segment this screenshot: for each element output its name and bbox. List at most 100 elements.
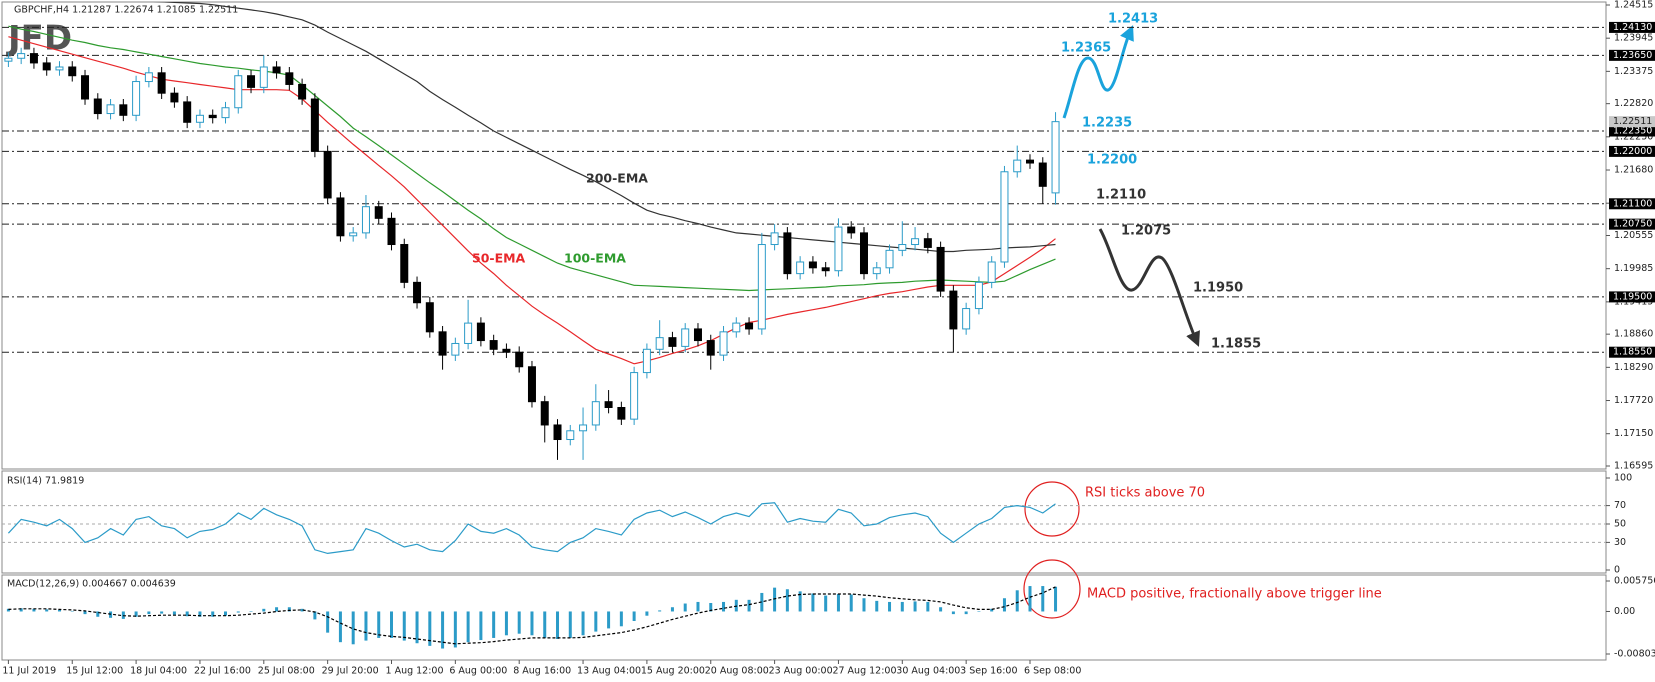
macd-bar <box>670 607 674 612</box>
candle-body <box>451 342 460 356</box>
level-label-box <box>1609 21 1655 33</box>
macd-bar <box>773 587 777 612</box>
macd-bar <box>6 608 10 612</box>
candle-body <box>1026 159 1034 164</box>
x-tick-label: 23 Aug 00:00 <box>769 666 833 677</box>
candle-body <box>476 322 485 342</box>
candle-body <box>719 331 728 356</box>
candle-body <box>808 261 817 269</box>
candle-body <box>285 72 294 85</box>
macd-bar <box>709 603 713 612</box>
candle-body <box>515 351 524 368</box>
y-tick-label: 1.16595 <box>1614 461 1653 472</box>
candle-body <box>936 246 945 292</box>
candle-body <box>872 267 881 275</box>
candle-body <box>847 226 856 234</box>
level-label: 1.23650 <box>1613 50 1652 61</box>
macd-bar <box>364 611 368 641</box>
macd-bar <box>466 611 470 643</box>
candle-body <box>540 401 549 426</box>
level-label-box <box>1609 291 1655 303</box>
macd-bar <box>19 608 23 612</box>
x-tick-label: 15 Jul 12:00 <box>66 666 123 677</box>
macd-bar <box>875 600 879 612</box>
macd-bar <box>1054 586 1058 612</box>
candle-body <box>55 66 64 71</box>
macd-bar <box>32 608 36 612</box>
macd-bar <box>696 601 700 612</box>
candle-body <box>859 232 868 275</box>
x-tick-label: 25 Jul 08:00 <box>258 666 315 677</box>
x-tick-label: 6 Aug 00:00 <box>449 666 507 677</box>
rsi-annotation: RSI ticks above 70 <box>1085 486 1205 501</box>
candle-body <box>617 407 626 420</box>
macd-bar <box>147 611 151 615</box>
y-tick-label: 1.21680 <box>1614 165 1653 176</box>
y-tick-label: 0.005756 <box>1614 576 1655 587</box>
candle-body <box>1013 159 1022 173</box>
ema-label: 200-EMA <box>586 171 648 186</box>
macd-bar <box>211 611 215 617</box>
macd-bar <box>632 611 636 621</box>
level-label: 1.20750 <box>1613 219 1652 230</box>
candle-body <box>987 261 996 283</box>
last-price-label: 1.22511 <box>1613 116 1652 127</box>
candle-body <box>706 340 715 356</box>
candle-body <box>413 281 422 304</box>
macd-bar <box>900 601 904 612</box>
x-tick-label: 27 Aug 12:00 <box>832 666 896 677</box>
macd-bar <box>504 611 508 636</box>
macd-panel <box>1 574 1607 661</box>
candle-body <box>361 206 370 234</box>
macd-bar <box>926 601 930 612</box>
macd-bar <box>428 611 432 646</box>
level-label: 1.22000 <box>1613 146 1652 157</box>
candle-body <box>310 98 319 152</box>
candle-body <box>783 232 792 275</box>
bearish-scenario-arrow <box>1098 228 1200 347</box>
y-tick-label: 1.22820 <box>1614 98 1653 109</box>
candle-body <box>247 75 256 88</box>
candle-body <box>438 331 447 356</box>
macd-bar <box>1028 586 1032 612</box>
candle-body <box>234 75 243 109</box>
x-tick-label: 8 Aug 16:00 <box>513 666 571 677</box>
level-annotation: 1.2075 <box>1121 224 1171 239</box>
level-annotation: 1.2200 <box>1087 153 1137 168</box>
candle-body <box>642 348 651 374</box>
y-tick-label: 1.22250 <box>1614 131 1653 142</box>
level-label-box <box>1609 49 1655 61</box>
macd-bar <box>939 607 943 612</box>
candle-body <box>732 322 741 333</box>
candle-body <box>336 197 345 237</box>
macd-bar <box>70 610 74 612</box>
macd-bar <box>964 611 968 615</box>
macd-bar <box>338 611 342 643</box>
macd-annotation: MACD positive, fractionally above trigge… <box>1087 587 1382 602</box>
macd-bar <box>913 601 917 612</box>
candle-body <box>170 92 179 103</box>
rsi-line <box>7 502 1056 555</box>
candle-body <box>604 401 613 409</box>
candle-body <box>821 267 830 272</box>
macd-bar <box>57 609 61 612</box>
macd-title: MACD(12,26,9) 0.004667 0.004639 <box>7 579 176 590</box>
candle-body <box>272 66 281 74</box>
y-tick-label: 1.17150 <box>1614 428 1653 439</box>
macd-bar <box>453 611 457 648</box>
candle-body <box>962 308 971 330</box>
macd-bar <box>313 611 317 620</box>
candle-body <box>579 424 588 432</box>
macd-bar <box>223 611 227 616</box>
candle-body <box>489 340 498 350</box>
ema-line <box>8 25 1056 292</box>
x-tick-label: 18 Jul 04:00 <box>130 666 187 677</box>
macd-bar <box>888 601 892 612</box>
macd-bar <box>185 611 189 617</box>
ema-label: 50-EMA <box>472 251 526 266</box>
macd-bar <box>760 592 764 612</box>
candle-body <box>566 430 575 441</box>
x-tick-label: 15 Aug 20:00 <box>641 666 705 677</box>
y-tick-label: 100 <box>1614 473 1632 484</box>
